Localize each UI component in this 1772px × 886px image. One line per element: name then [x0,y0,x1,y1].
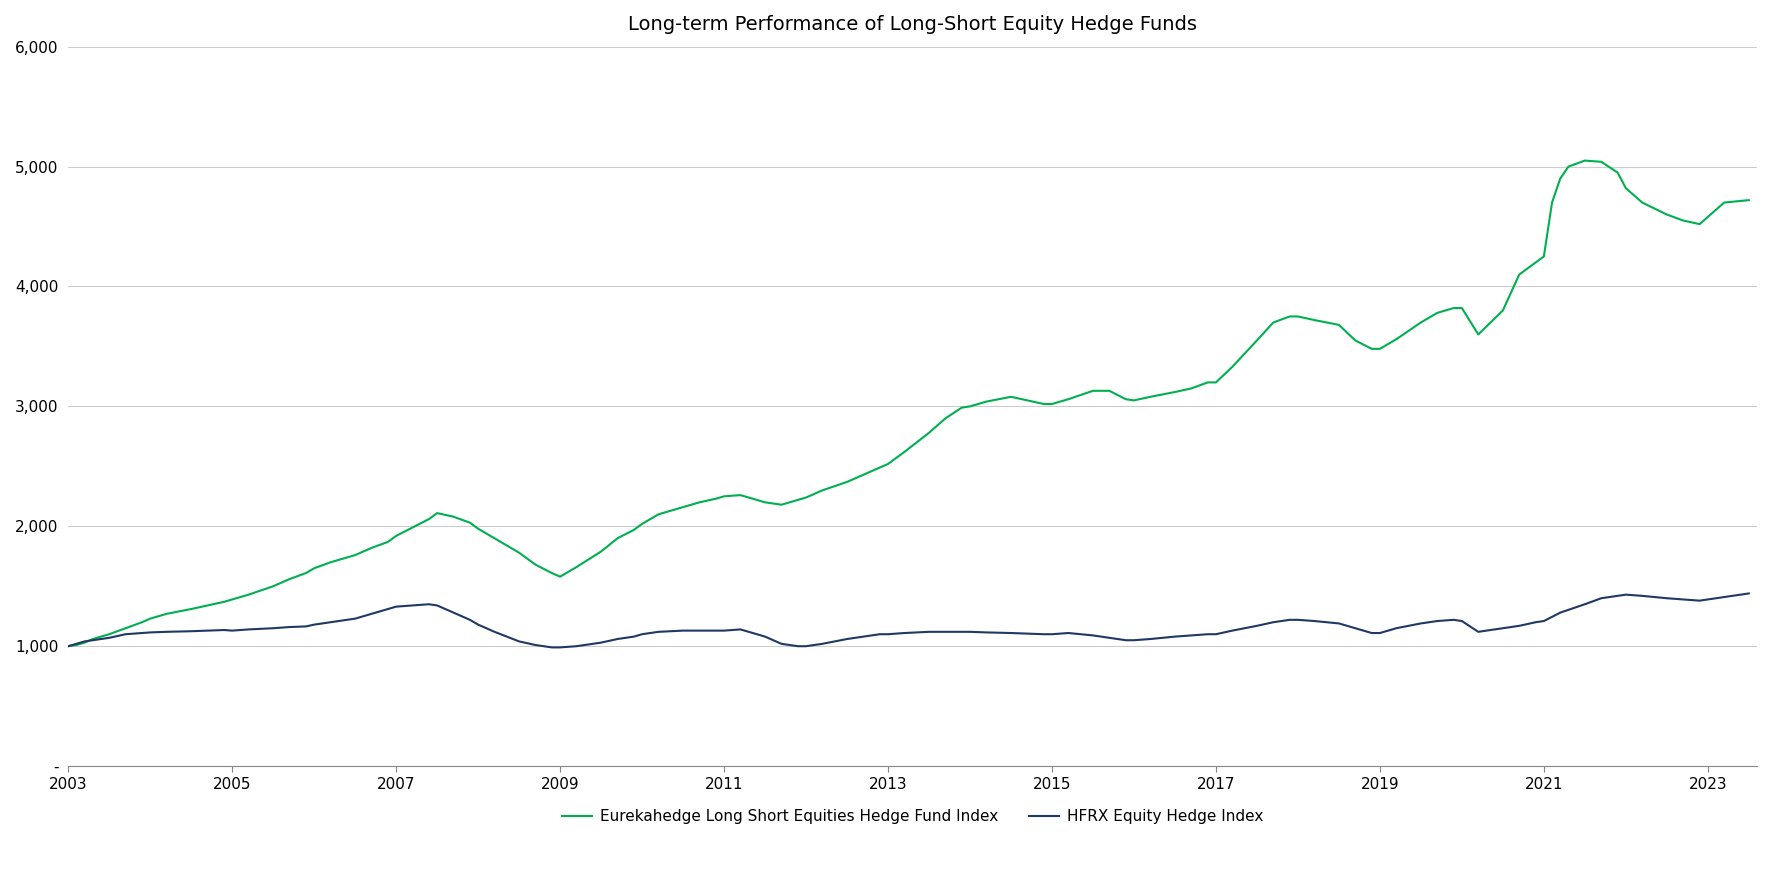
Eurekahedge Long Short Equities Hedge Fund Index [1714,198,1735,208]
HFRX Equity Hedge Index [115,629,136,640]
HFRX Equity Hedge Index [540,642,562,653]
Eurekahedge Long Short Equities Hedge Fund Index [1526,257,1547,268]
Eurekahedge Long Short Equities Hedge Fund Index [58,641,80,651]
HFRX Equity Hedge Index [1689,595,1710,606]
Title: Long-term Performance of Long-Short Equity Hedge Funds: Long-term Performance of Long-Short Equi… [627,15,1198,34]
Eurekahedge Long Short Equities Hedge Fund Index [1738,195,1760,206]
Line: HFRX Equity Hedge Index: HFRX Equity Hedge Index [69,594,1749,648]
Eurekahedge Long Short Equities Hedge Fund Index [1574,155,1595,166]
HFRX Equity Hedge Index [468,619,489,630]
Eurekahedge Long Short Equities Hedge Fund Index [1411,317,1432,328]
Eurekahedge Long Short Equities Hedge Fund Index [303,563,324,573]
Legend: Eurekahedge Long Short Equities Hedge Fund Index, HFRX Equity Hedge Index: Eurekahedge Long Short Equities Hedge Fu… [556,804,1269,830]
Eurekahedge Long Short Equities Hedge Fund Index [836,477,858,487]
HFRX Equity Hedge Index [58,641,80,651]
HFRX Equity Hedge Index [893,627,914,638]
Line: Eurekahedge Long Short Equities Hedge Fund Index: Eurekahedge Long Short Equities Hedge Fu… [69,160,1749,646]
HFRX Equity Hedge Index [1607,591,1628,602]
HFRX Equity Hedge Index [549,642,571,653]
Eurekahedge Long Short Equities Hedge Fund Index [213,596,234,607]
HFRX Equity Hedge Index [1738,588,1760,599]
